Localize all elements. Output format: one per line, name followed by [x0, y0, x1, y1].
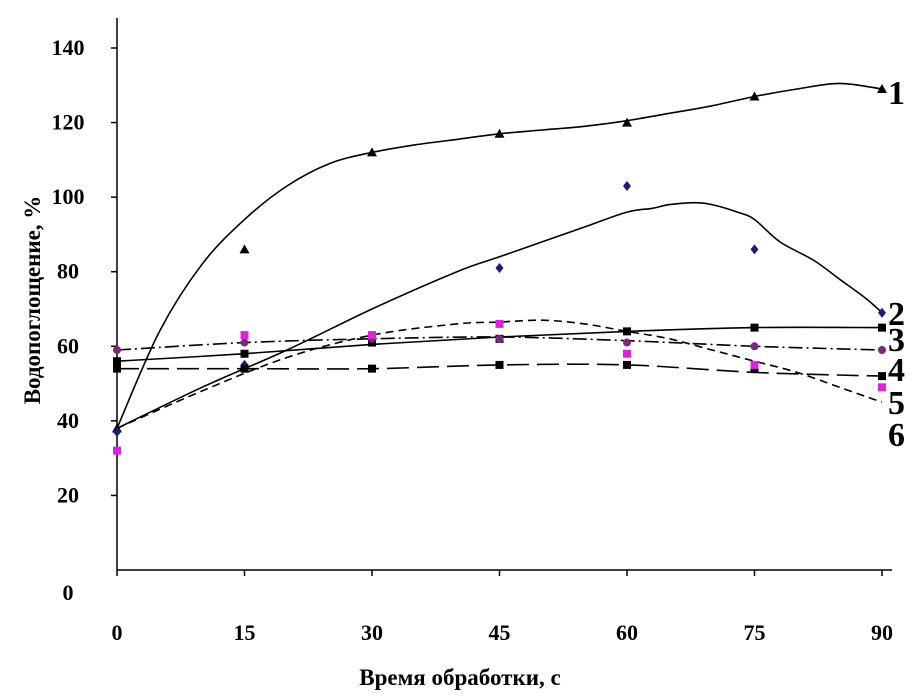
point-2-0	[113, 427, 121, 438]
point-4-15	[240, 338, 249, 347]
point-6-15	[240, 331, 249, 340]
point-2-90	[878, 307, 886, 318]
point-5-90	[878, 372, 886, 381]
markers	[112, 84, 887, 455]
point-1-45	[494, 128, 505, 138]
curve-label-6: 6	[888, 417, 905, 454]
point-6-0	[113, 446, 121, 455]
y-tick-label: 40	[57, 408, 79, 433]
point-3-90	[878, 323, 886, 332]
point-6-30	[368, 331, 376, 340]
y-tick-label: 60	[57, 333, 79, 358]
point-5-0	[113, 364, 121, 373]
point-5-60	[623, 360, 631, 369]
point-2-75	[750, 244, 759, 255]
x-tick-label: 15	[234, 620, 256, 645]
point-4-90	[878, 346, 886, 355]
point-1-60	[622, 117, 632, 127]
y-tick-label: 0	[63, 580, 74, 605]
point-6-75	[750, 360, 759, 369]
point-1-90	[877, 84, 887, 94]
axes	[116, 18, 892, 571]
point-1-75	[749, 91, 760, 101]
point-2-45	[495, 262, 504, 273]
x-tick-label: 45	[489, 620, 511, 645]
x-axis-title: Время обработки, с	[359, 665, 560, 690]
point-3-15	[240, 349, 249, 358]
x-tick-label: 0	[112, 620, 123, 645]
point-4-60	[623, 338, 631, 347]
point-5-15	[240, 364, 249, 373]
point-4-0	[113, 346, 121, 355]
y-tick-label: 20	[57, 482, 79, 507]
curve-label-3: 3	[888, 322, 905, 359]
curve-6	[116, 319, 883, 430]
y-tick-label: 80	[57, 259, 79, 284]
x-tick-label: 60	[616, 620, 638, 645]
point-3-0	[113, 357, 121, 366]
x-tick-label: 90	[871, 620, 893, 645]
curve-3	[116, 326, 883, 362]
point-4-75	[750, 342, 759, 351]
curve-label-2: 2	[888, 296, 905, 333]
y-tick-label: 140	[52, 35, 85, 60]
point-6-90	[878, 383, 886, 392]
y-tick-label: 100	[52, 184, 85, 209]
y-tick-label: 120	[52, 110, 85, 135]
point-3-75	[750, 323, 759, 332]
y-axis-title: Водопоглощение, %	[20, 196, 45, 405]
point-6-60	[623, 349, 631, 358]
x-tick-label: 30	[361, 620, 383, 645]
curve-2	[116, 201, 883, 430]
point-3-60	[623, 327, 631, 336]
point-5-45	[495, 360, 504, 369]
point-1-15	[239, 244, 250, 254]
point-1-30	[367, 147, 377, 157]
point-4-45	[495, 334, 504, 343]
curve-label-1: 1	[888, 75, 905, 112]
point-5-30	[368, 364, 376, 373]
point-6-45	[495, 319, 504, 328]
point-2-60	[623, 180, 631, 191]
x-tick-label: 75	[744, 620, 766, 645]
ticks: 0 20 40 60 80 100 120 140 0 15 30 45 60 75 90	[52, 35, 894, 645]
curve-label-4: 4	[888, 352, 905, 389]
curve-label-5: 5	[888, 385, 905, 422]
